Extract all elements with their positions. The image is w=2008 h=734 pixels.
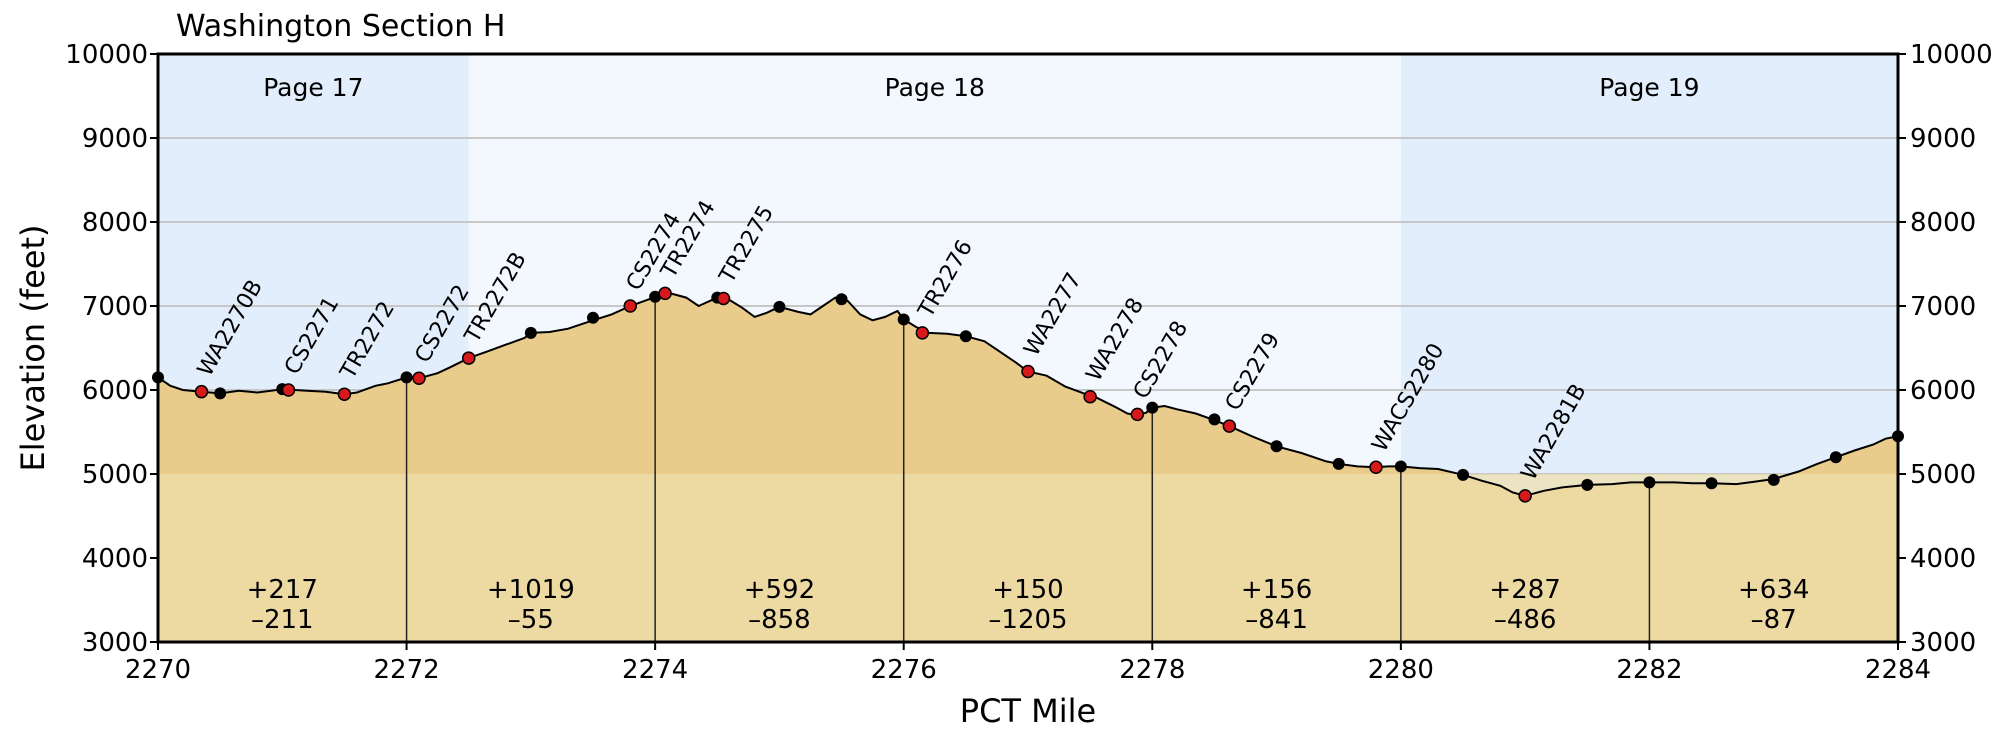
- waypoint-markers: [152, 286, 1904, 503]
- waypoint-marker: [461, 351, 476, 365]
- mile-marker-point: [1394, 460, 1407, 473]
- mile-marker-point: [1146, 401, 1159, 414]
- waypoint-marker: [1518, 489, 1532, 503]
- mile-marker-point: [1581, 478, 1594, 491]
- x-tick-label: 2276: [871, 655, 937, 685]
- mile-marker-point: [649, 290, 662, 303]
- waypoint-marker: [716, 291, 731, 306]
- mile-marker-point: [773, 300, 786, 313]
- mile-marker-point: [1457, 468, 1469, 481]
- segment-gain: +1019: [487, 575, 575, 605]
- segment-loss: –1205: [988, 605, 1067, 635]
- mile-marker-point: [959, 330, 972, 343]
- x-tick-label: 2280: [1368, 655, 1434, 685]
- x-tick-label: 2274: [622, 655, 688, 685]
- mile-marker-point: [214, 387, 227, 400]
- segment-gain: +634: [1738, 575, 1809, 605]
- waypoint-marker: [194, 384, 209, 399]
- segment-loss: –858: [748, 605, 811, 635]
- waypoint-marker: [281, 383, 296, 397]
- segment-gain: +156: [1241, 575, 1312, 605]
- x-tick-label: 2270: [125, 655, 191, 685]
- mile-marker-point: [524, 326, 537, 339]
- chart-title: Washington Section H: [176, 9, 505, 44]
- mile-marker-point: [1767, 473, 1780, 486]
- waypoint-marker: [337, 387, 352, 401]
- waypoint-marker: [1130, 407, 1145, 422]
- y-tick-label-right: 4000: [1910, 544, 1976, 574]
- waypoint-marker: [1369, 460, 1383, 475]
- x-tick-label: 2278: [1119, 655, 1185, 685]
- y-tick-label-left: 7000: [82, 292, 148, 322]
- mile-marker-point: [587, 311, 599, 324]
- segment-dividers: [405, 296, 1651, 642]
- segment-loss: –841: [1245, 605, 1308, 635]
- y-tick-label-right: 6000: [1910, 376, 1976, 406]
- y-tick-label-right: 3000: [1910, 628, 1976, 658]
- y-tick-label-right: 9000: [1910, 124, 1976, 154]
- segment-gain: +217: [247, 575, 318, 605]
- y-tick-label-left: 5000: [82, 460, 148, 490]
- segment-gain: +287: [1489, 575, 1560, 605]
- y-axis-title: Elevation (feet): [14, 225, 52, 472]
- waypoint-marker: [1021, 364, 1035, 379]
- y-tick-label-left: 4000: [82, 544, 148, 574]
- x-tick-label: 2284: [1865, 655, 1931, 685]
- mile-marker-point: [1332, 457, 1345, 470]
- y-tick-label-right: 5000: [1910, 460, 1976, 490]
- mile-marker-point: [897, 313, 910, 326]
- page-label: Page 19: [1599, 73, 1699, 102]
- y-tick-label-left: 6000: [82, 376, 148, 406]
- x-axis-title: PCT Mile: [960, 692, 1096, 730]
- segment-gain: +592: [744, 575, 815, 605]
- waypoint-marker: [412, 371, 426, 385]
- waypoint-marker: [915, 326, 930, 340]
- segment-gain: +150: [992, 575, 1063, 605]
- elevation-area: [158, 291, 1898, 642]
- waypoint-marker: [623, 299, 638, 313]
- mile-marker-point: [400, 371, 413, 384]
- y-tick-label-right: 8000: [1910, 208, 1976, 238]
- waypoint-marker: [1083, 389, 1097, 404]
- x-tick-label: 2282: [1616, 655, 1682, 685]
- y-tick-label-right: 10000: [1910, 40, 1993, 70]
- mile-marker-point: [1705, 477, 1718, 490]
- y-tick-label-left: 10000: [65, 40, 148, 70]
- y-tick-label-left: 9000: [82, 124, 148, 154]
- y-tick-label-left: 8000: [82, 208, 148, 238]
- segment-stats: +217–211 +1019–55 +592–858 +150–1205 +156–84…: [247, 575, 1810, 635]
- mile-marker-point: [835, 293, 848, 306]
- page-label: Page 18: [885, 73, 985, 102]
- axis-ticks: 3000 3000 4000 4000 5000 5000 6000 6000 7000 7000…: [65, 40, 1992, 685]
- segment-loss: –486: [1494, 605, 1557, 635]
- waypoint-marker: [658, 286, 672, 301]
- segment-loss: –211: [251, 605, 314, 635]
- page-label: Page 17: [263, 73, 363, 102]
- waypoint-marker: [1222, 419, 1237, 433]
- segment-loss: –87: [1751, 605, 1797, 635]
- y-tick-label-left: 3000: [82, 628, 148, 658]
- y-tick-label-right: 7000: [1910, 292, 1976, 322]
- mile-marker-point: [1270, 440, 1283, 453]
- mile-marker-point: [1643, 476, 1656, 489]
- plot-frame: [156, 52, 1900, 644]
- x-tick-label: 2272: [373, 655, 439, 685]
- mile-marker-point: [1829, 451, 1842, 464]
- lower-elevation-band: [158, 474, 1898, 642]
- segment-loss: –55: [508, 605, 554, 635]
- page-labels: Page 17 Page 18 Page 19: [263, 73, 1699, 102]
- mile-marker-point: [1208, 413, 1221, 426]
